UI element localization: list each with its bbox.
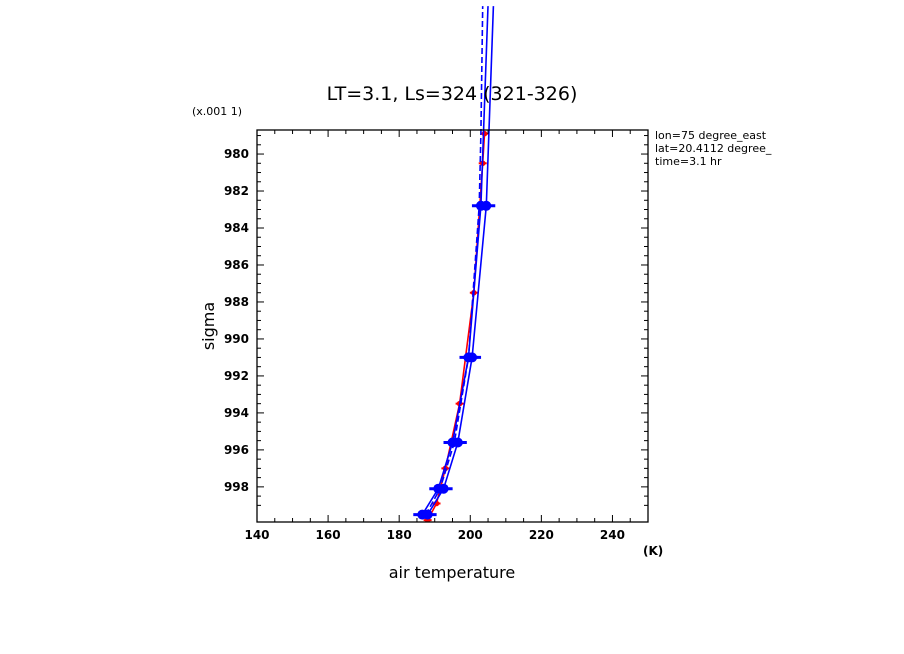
x-tick-label: 140 <box>244 528 269 542</box>
series-line-0 <box>426 133 486 521</box>
y-tick-label: 982 <box>224 184 249 198</box>
x-tick-label: 200 <box>458 528 483 542</box>
y-tick-label: 990 <box>224 332 249 346</box>
y-tick-label: 986 <box>224 258 249 272</box>
series-line-2 <box>426 6 495 516</box>
x-tick-label: 160 <box>316 528 341 542</box>
y-scale-note: (x.001 1) <box>192 105 242 118</box>
annotation-lat: lat=20.4112 degree_ <box>655 142 772 155</box>
y-tick-label: 996 <box>224 443 249 457</box>
x-unit-label: (K) <box>643 544 663 558</box>
annotation-time: time=3.1 hr <box>655 155 722 168</box>
y-tick-label: 980 <box>224 147 249 161</box>
series-line-3 <box>425 6 484 515</box>
x-tick-label: 220 <box>529 528 554 542</box>
tick-layer: 140 160 180 200 220 240 980 982 984 986 988 990 992 9… <box>224 130 649 542</box>
series-line-1 <box>421 6 489 516</box>
plot-frame <box>256 129 649 523</box>
x-tick-label: 180 <box>387 528 412 542</box>
x-tick-label: 240 <box>600 528 625 542</box>
x-axis-label: air temperature <box>389 563 515 582</box>
chart-title: LT=3.1, Ls=324 (321-326) <box>327 83 578 105</box>
series-layer <box>413 6 496 522</box>
y-tick-label: 984 <box>224 221 249 235</box>
y-tick-label: 994 <box>224 406 249 420</box>
y-tick-label: 998 <box>224 480 249 494</box>
annotation-lon: lon=75 degree_east <box>655 129 767 142</box>
y-tick-label: 988 <box>224 295 249 309</box>
y-tick-label: 992 <box>224 369 249 383</box>
y-axis-label: sigma <box>199 302 218 350</box>
